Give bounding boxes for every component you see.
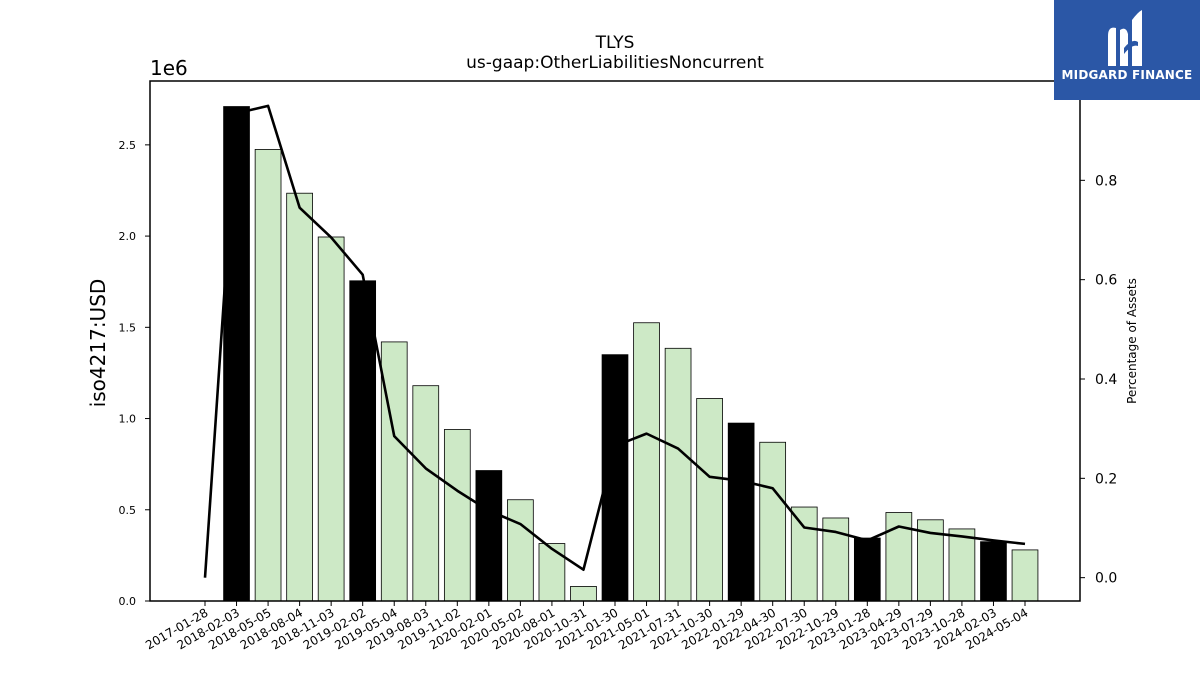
bar bbox=[696, 398, 723, 602]
bar bbox=[349, 280, 377, 602]
bar bbox=[538, 543, 566, 602]
bar bbox=[443, 429, 471, 602]
y2-tick-label: 0.8 bbox=[1095, 173, 1117, 189]
y-offset-label: 1e6 bbox=[150, 56, 188, 80]
y2-axis-label: Percentage of Assets bbox=[1125, 278, 1139, 404]
bar bbox=[380, 341, 408, 602]
bar bbox=[790, 506, 818, 602]
bar bbox=[948, 528, 976, 602]
percentage-line-layer bbox=[203, 104, 1026, 578]
bar bbox=[633, 322, 660, 602]
bars-layer bbox=[223, 106, 1039, 602]
midgard-finance-logo: MIDGARD FINANCE bbox=[1054, 0, 1200, 100]
bar bbox=[254, 149, 282, 602]
y-tick-label: 1.5 bbox=[119, 321, 137, 334]
midgard-logo-icon bbox=[1108, 10, 1142, 67]
bar bbox=[759, 441, 787, 602]
bar bbox=[475, 470, 503, 602]
bar bbox=[664, 347, 692, 602]
y-tick-label: 2.5 bbox=[119, 139, 137, 152]
bar bbox=[223, 106, 250, 602]
y2-tick-label: 0.4 bbox=[1095, 372, 1117, 388]
y2-tick-label: 0.6 bbox=[1095, 273, 1117, 289]
percentage-line bbox=[203, 104, 1026, 578]
bar bbox=[317, 236, 345, 602]
y-tick-label: 0.5 bbox=[119, 504, 137, 517]
chart-title: TLYS bbox=[595, 33, 635, 53]
y-axis-label: iso4217:USD bbox=[86, 279, 110, 408]
bar bbox=[286, 192, 313, 602]
bar bbox=[507, 499, 534, 602]
chart-subtitle: us-gaap:OtherLiabilitiesNoncurrent bbox=[466, 53, 764, 73]
y-tick-label: 0.0 bbox=[119, 595, 137, 608]
logo-text: MIDGARD FINANCE bbox=[1061, 68, 1193, 82]
y-tick-label: 1.0 bbox=[119, 413, 137, 426]
y2-tick-label: 0.2 bbox=[1095, 471, 1117, 487]
bar bbox=[727, 422, 755, 602]
bar bbox=[1011, 549, 1039, 602]
bar bbox=[980, 541, 1007, 602]
y-tick-label: 2.0 bbox=[119, 230, 137, 243]
bar bbox=[570, 586, 597, 602]
bar bbox=[853, 537, 881, 602]
bar bbox=[412, 385, 440, 602]
y2-tick-label: 0.0 bbox=[1095, 571, 1117, 587]
